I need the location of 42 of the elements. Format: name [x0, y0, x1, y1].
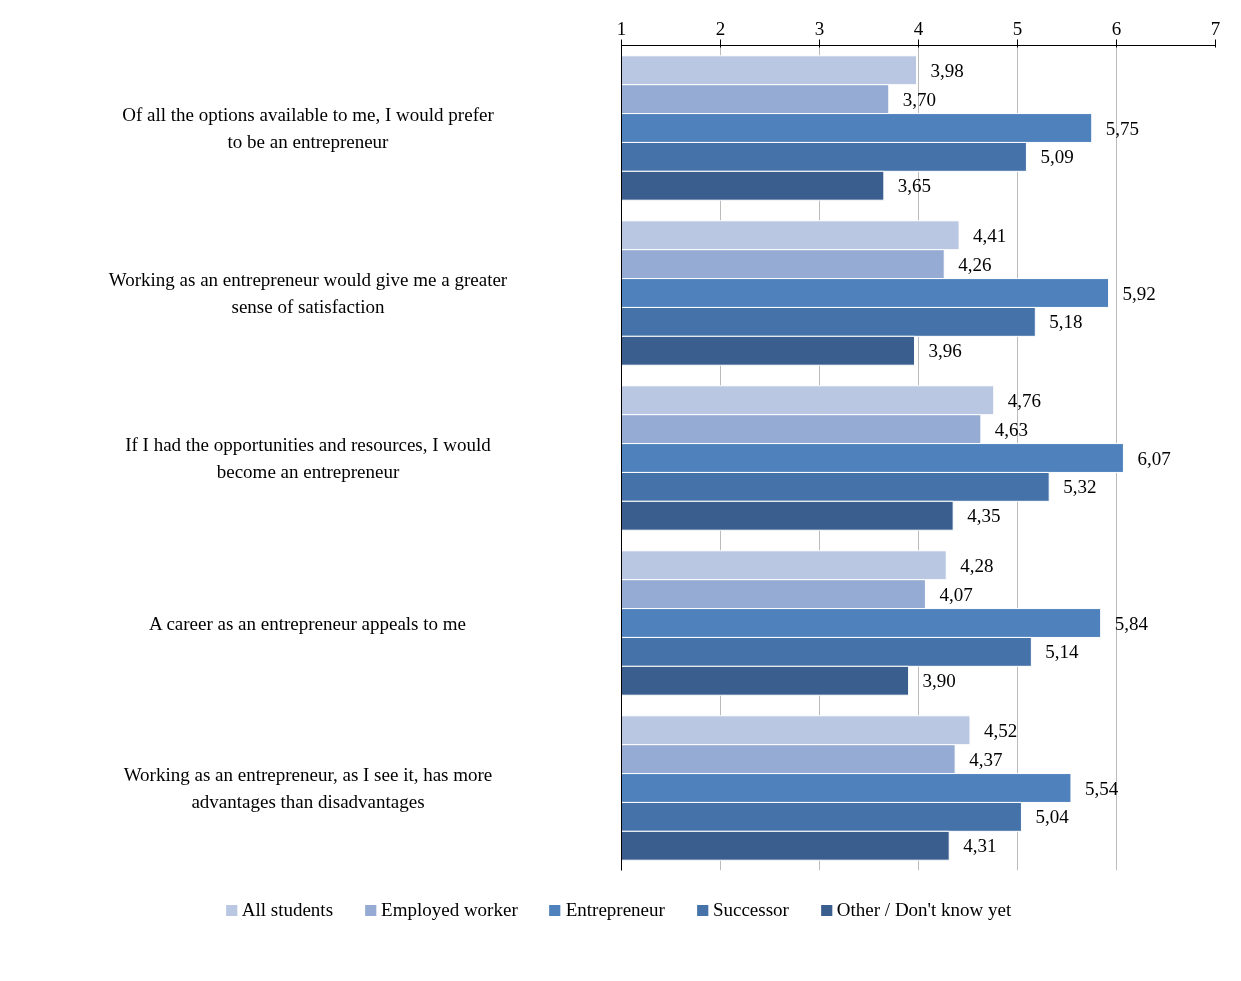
- data-label: 5,18: [1049, 311, 1083, 333]
- data-label: 5,84: [1114, 612, 1149, 634]
- legend-label: Employed worker: [381, 899, 518, 921]
- y-tick-label: Working as an entrepreneur would give me a greater sense of satisfaction: [108, 268, 508, 318]
- y-tick-label: Working as an entrepreneur, as I see it, has more advantages than disadvantages: [123, 763, 493, 813]
- legend-label: All students: [241, 899, 334, 921]
- data-label: 4,28: [960, 554, 994, 576]
- data-label: 4,26: [958, 253, 992, 275]
- data-label: 4,31: [963, 835, 997, 857]
- data-label: 5,14: [1045, 641, 1080, 663]
- x-tick-label: 5: [1012, 17, 1023, 39]
- legend-label: Successor: [712, 899, 789, 921]
- data-label: 3,98: [930, 59, 964, 81]
- x-tick-label: 1: [616, 17, 627, 39]
- data-label: 5,92: [1122, 282, 1156, 304]
- data-label: 4,76: [1007, 389, 1041, 411]
- data-label: 4,07: [939, 583, 973, 605]
- x-tick-label: 7: [1210, 17, 1221, 39]
- data-label: 6,07: [1137, 447, 1171, 469]
- legend-label: Other / Don't know yet: [836, 899, 1012, 921]
- data-label: 5,32: [1063, 476, 1097, 498]
- x-tick-label: 2: [715, 17, 726, 39]
- y-tick-label: A career as an entrepreneur appeals to me: [148, 612, 466, 634]
- data-label: 5,04: [1035, 806, 1070, 828]
- data-label: 4,52: [983, 719, 1018, 741]
- data-label: 5,09: [1040, 146, 1074, 168]
- data-label: 5,54: [1084, 777, 1119, 799]
- x-tick-label: 4: [913, 17, 924, 39]
- y-tick-label: Of all the options available to me, I would prefer to be an entrepreneur: [122, 103, 495, 153]
- legend-label: Entrepreneur: [565, 899, 665, 921]
- data-label: 4,41: [973, 224, 1007, 246]
- y-tick-label: If I had the opportunities and resources, I would become an entrepreneur: [125, 433, 492, 483]
- x-tick-label: 3: [814, 17, 825, 39]
- data-label: 4,63: [994, 418, 1029, 440]
- data-label: 4,37: [969, 748, 1003, 770]
- x-tick-label: 6: [1111, 17, 1122, 39]
- data-label: 3,65: [897, 175, 932, 197]
- data-label: 3,70: [902, 88, 937, 110]
- data-label: 3,96: [928, 340, 962, 362]
- data-label: 3,90: [922, 670, 956, 692]
- data-label: 4,35: [967, 505, 1001, 527]
- data-label: 5,75: [1105, 117, 1139, 139]
